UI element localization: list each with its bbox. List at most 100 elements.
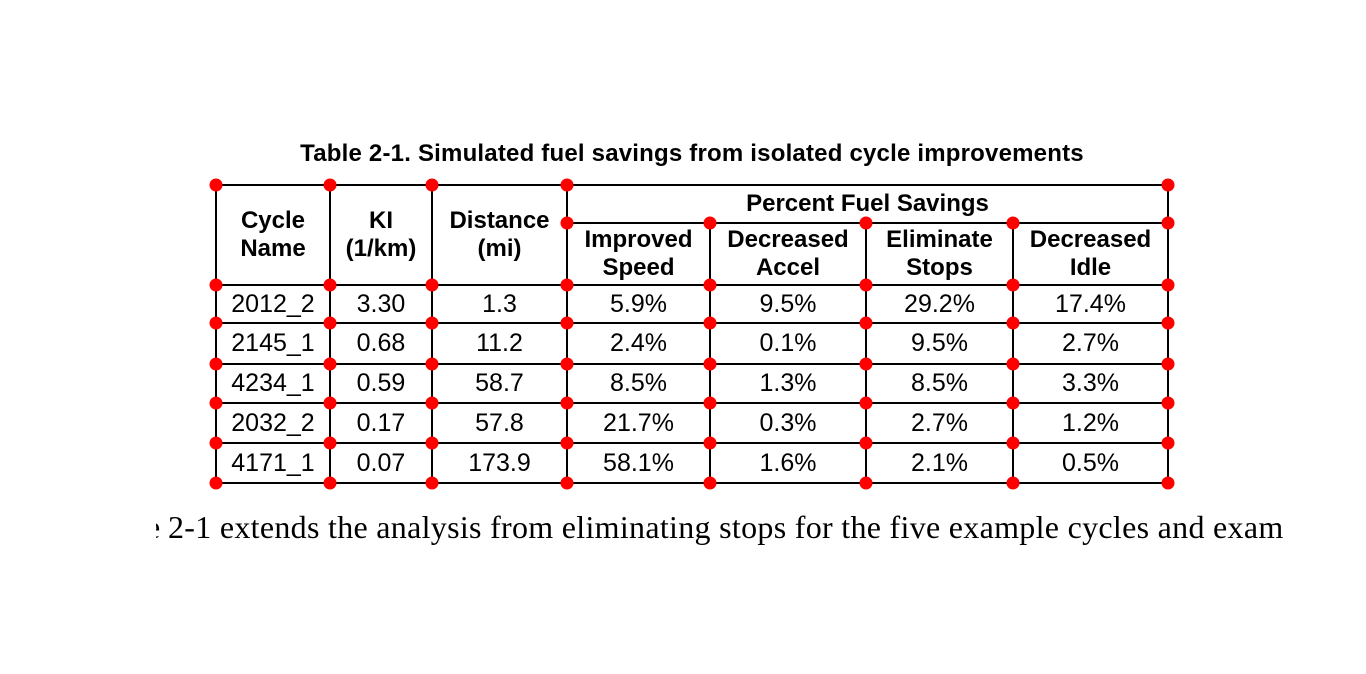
cell-decreased-idle: 1.2% <box>1062 408 1119 437</box>
grid-node-marker[interactable] <box>560 278 574 292</box>
grid-node-marker[interactable] <box>859 278 873 292</box>
cell-decreased-accel: 1.3% <box>759 369 817 397</box>
cell-decreased-accel: 9.5% <box>759 289 817 318</box>
cell-improved-speed: 2.4% <box>610 329 667 357</box>
cell-distance: 57.8 <box>475 408 524 437</box>
grid-node-marker[interactable] <box>1006 476 1020 490</box>
cell-decreased-idle: 0.5% <box>1062 448 1119 477</box>
grid-node-marker[interactable] <box>1161 357 1175 371</box>
cell-ki: 0.17 <box>356 408 406 437</box>
grid-node-marker[interactable] <box>323 316 337 330</box>
grid-node-marker[interactable] <box>323 178 337 192</box>
grid-node-marker[interactable] <box>1006 396 1020 410</box>
grid-node-marker[interactable] <box>560 216 574 230</box>
grid-line <box>431 184 433 484</box>
grid-line <box>215 284 1169 286</box>
grid-node-marker[interactable] <box>703 216 717 230</box>
grid-node-marker[interactable] <box>1161 278 1175 292</box>
grid-node-marker[interactable] <box>560 316 574 330</box>
cell-decreased-idle: 3.3% <box>1062 369 1119 397</box>
grid-node-marker[interactable] <box>425 278 439 292</box>
header-cell-eliminate-stops: Eliminate Stops <box>886 226 993 281</box>
grid-node-marker[interactable] <box>209 178 223 192</box>
grid-node-marker[interactable] <box>209 357 223 371</box>
grid-node-marker[interactable] <box>859 216 873 230</box>
grid-node-marker[interactable] <box>703 357 717 371</box>
grid-node-marker[interactable] <box>209 278 223 292</box>
grid-node-marker[interactable] <box>859 396 873 410</box>
grid-node-marker[interactable] <box>425 178 439 192</box>
grid-node-marker[interactable] <box>1006 278 1020 292</box>
grid-node-marker[interactable] <box>859 357 873 371</box>
grid-node-marker[interactable] <box>560 357 574 371</box>
cell-decreased-accel: 0.3% <box>759 408 817 437</box>
cell-eliminate-stops: 8.5% <box>911 369 968 397</box>
grid-node-marker[interactable] <box>209 316 223 330</box>
grid-node-marker[interactable] <box>703 278 717 292</box>
grid-line <box>215 322 1169 324</box>
grid-node-marker[interactable] <box>425 436 439 450</box>
cell-decreased-idle: 17.4% <box>1055 289 1126 318</box>
cell-improved-speed: 58.1% <box>603 448 674 477</box>
body-text-line: e2-1 extends the analysis from eliminati… <box>156 506 1284 548</box>
grid-node-marker[interactable] <box>1161 396 1175 410</box>
grid-node-marker[interactable] <box>859 476 873 490</box>
cell-distance: 1.3 <box>482 289 517 318</box>
grid-node-marker[interactable] <box>323 396 337 410</box>
header-cell-improved-speed: Improved Speed <box>584 226 693 281</box>
grid-node-marker[interactable] <box>1006 316 1020 330</box>
grid-node-marker[interactable] <box>859 436 873 450</box>
cell-improved-speed: 21.7% <box>603 408 674 437</box>
grid-node-marker[interactable] <box>323 278 337 292</box>
grid-node-marker[interactable] <box>560 436 574 450</box>
grid-node-marker[interactable] <box>1161 476 1175 490</box>
grid-node-marker[interactable] <box>1006 436 1020 450</box>
grid-node-marker[interactable] <box>209 436 223 450</box>
grid-line <box>215 184 1169 186</box>
grid-node-marker[interactable] <box>703 476 717 490</box>
grid-line <box>865 222 867 484</box>
grid-node-marker[interactable] <box>323 357 337 371</box>
header-cell-decreased-idle: Decreased Idle <box>1029 226 1152 281</box>
grid-node-marker[interactable] <box>425 396 439 410</box>
grid-node-marker[interactable] <box>425 476 439 490</box>
cell-improved-speed: 8.5% <box>610 369 667 397</box>
grid-node-marker[interactable] <box>703 436 717 450</box>
cell-cycle-name: 2012_2 <box>231 289 315 318</box>
clipped-text-fragment: e <box>156 506 161 548</box>
cell-distance: 173.9 <box>468 448 531 477</box>
fuel-savings-table: Cycle Name KI (1/km) Distance (mi) Percent Fue… <box>209 178 1175 490</box>
cell-eliminate-stops: 9.5% <box>911 329 968 357</box>
grid-node-marker[interactable] <box>1006 357 1020 371</box>
grid-node-marker[interactable] <box>1161 316 1175 330</box>
grid-node-marker[interactable] <box>209 396 223 410</box>
grid-node-marker[interactable] <box>425 357 439 371</box>
grid-line <box>329 184 331 484</box>
grid-node-marker[interactable] <box>859 316 873 330</box>
grid-line <box>1012 222 1014 484</box>
grid-node-marker[interactable] <box>425 316 439 330</box>
header-cell-cycle-name: Cycle Name <box>240 207 306 262</box>
grid-node-marker[interactable] <box>560 396 574 410</box>
cell-distance: 11.2 <box>476 329 523 357</box>
grid-node-marker[interactable] <box>1006 216 1020 230</box>
grid-line <box>566 184 568 484</box>
grid-node-marker[interactable] <box>209 476 223 490</box>
cell-cycle-name: 2032_2 <box>231 408 315 437</box>
grid-node-marker[interactable] <box>323 476 337 490</box>
cell-cycle-name: 2145_1 <box>231 329 315 357</box>
header-cell-decreased-accel: Decreased Accel <box>727 226 849 281</box>
grid-node-marker[interactable] <box>1161 436 1175 450</box>
grid-node-marker[interactable] <box>703 396 717 410</box>
grid-line <box>215 184 217 484</box>
table-caption: Table 2-1. Simulated fuel savings from i… <box>300 140 1084 167</box>
cell-decreased-idle: 2.7% <box>1062 329 1119 357</box>
grid-node-marker[interactable] <box>323 436 337 450</box>
grid-node-marker[interactable] <box>560 178 574 192</box>
body-text: 2-1 extends the analysis from eliminatin… <box>168 509 1284 545</box>
grid-node-marker[interactable] <box>703 316 717 330</box>
grid-node-marker[interactable] <box>1161 216 1175 230</box>
grid-node-marker[interactable] <box>1161 178 1175 192</box>
grid-node-marker[interactable] <box>560 476 574 490</box>
